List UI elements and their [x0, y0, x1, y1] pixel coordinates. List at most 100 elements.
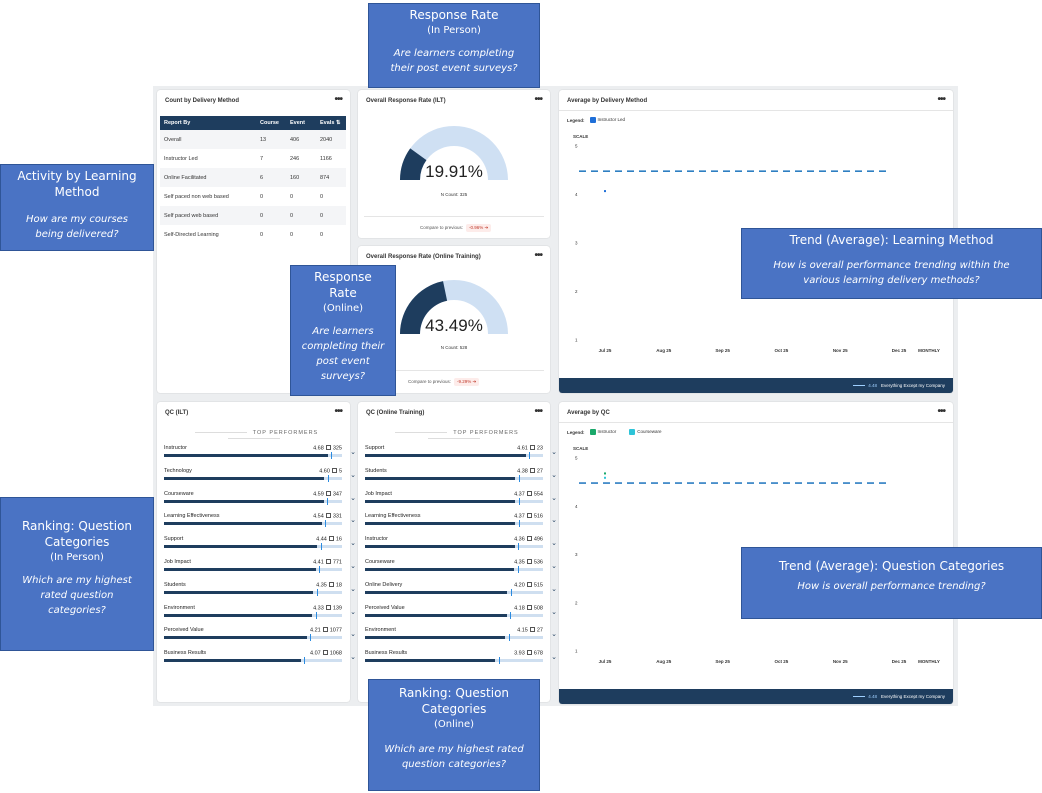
chevron-down-icon[interactable]: ⌄ [350, 540, 356, 548]
qc-label: Courseware [164, 490, 194, 497]
data-point [604, 472, 606, 475]
qc-label: Learning Effectiveness [365, 513, 421, 520]
col-report-by[interactable]: Report By [160, 116, 256, 130]
table-row[interactable]: Self paced web based 0 0 0 [160, 206, 346, 225]
qc-row[interactable]: Learning Effectiveness 4.37 516 ⌄ [365, 513, 557, 536]
chevron-down-icon[interactable]: ⌄ [551, 585, 557, 593]
comment-icon [322, 650, 328, 656]
legend-item[interactable]: Courseware [629, 429, 662, 435]
qc-row[interactable]: Courseware 4.35 536 ⌄ [365, 559, 557, 582]
chevron-down-icon[interactable]: ⌄ [350, 585, 356, 593]
chevron-down-icon[interactable]: ⌄ [551, 517, 557, 525]
legend-item[interactable]: Instructor Led [589, 117, 625, 123]
chevron-down-icon[interactable]: ⌄ [551, 540, 557, 548]
chevron-down-icon[interactable]: ⌄ [551, 631, 557, 639]
qc-row[interactable]: Job Impact 4.41 771 ⌄ [164, 559, 356, 582]
comment-icon [331, 467, 337, 473]
x-tick-label: Nov 25 [833, 348, 848, 353]
qc-marker [517, 566, 519, 573]
legend-swatch [629, 429, 636, 435]
table-row[interactable]: Instructor Led 7 246 1166 [164, 155, 332, 162]
callout-response-online: Response Rate (Online) Are learners comp… [290, 265, 396, 396]
qc-bar [164, 566, 342, 573]
chevron-down-icon[interactable]: ⌄ [350, 563, 356, 570]
comment-icon [325, 604, 331, 610]
more-options-button[interactable]: ••• [937, 406, 945, 417]
chevron-down-icon[interactable]: ⌄ [350, 654, 356, 662]
comment-icon [529, 467, 535, 473]
chevron-down-icon[interactable]: ⌄ [551, 654, 557, 662]
qc-score: 4.33 139 [313, 604, 342, 612]
more-options-button[interactable]: ••• [334, 406, 342, 417]
qc-score: 4.60 5 [319, 467, 342, 475]
col-course[interactable]: Course [256, 116, 286, 130]
qc-row[interactable]: Instructor 4.36 496 ⌄ [365, 536, 557, 559]
qc-label: Job Impact [164, 559, 191, 565]
qc-bar [164, 474, 342, 482]
qc-marker [518, 474, 520, 482]
qc-bar [164, 634, 342, 642]
qc-row[interactable]: Students 4.35 18 ⌄ [164, 581, 356, 605]
callout-trend-method: Trend (Average): Learning Method How is … [741, 228, 1042, 299]
chevron-down-icon[interactable]: ⌄ [551, 494, 557, 502]
qc-row[interactable]: Environment 4.33 139 ⌄ [164, 604, 356, 628]
comment-icon [526, 513, 532, 519]
chevron-down-icon[interactable]: ⌄ [350, 449, 356, 456]
chevron-down-icon[interactable]: ⌄ [350, 608, 356, 616]
qc-row[interactable]: Learning Effectiveness 4.54 331 ⌄ [164, 513, 356, 536]
qc-bar [365, 474, 543, 482]
comment-icon [322, 627, 328, 633]
qc-row[interactable]: Courseware 4.59 347 ⌄ [164, 490, 356, 514]
table-row[interactable]: Overall 13 406 2040 [160, 130, 346, 149]
comment-icon [325, 445, 331, 450]
chevron-down-icon[interactable]: ⌄ [350, 494, 356, 502]
y-tick-label: 1 [575, 338, 578, 343]
qc-row[interactable]: Online Delivery 4.20 515 ⌄ [365, 581, 557, 605]
legend-item[interactable]: Instructor [589, 429, 616, 435]
qc-row[interactable]: Perceived Value 4.18 508 ⌄ [365, 604, 557, 628]
table-row[interactable]: Self paced non web based 0 0 0 [164, 193, 324, 200]
qc-row[interactable]: Environment 4.15 27 ⌄ [365, 627, 557, 650]
more-options-button[interactable]: ••• [534, 406, 542, 417]
qc-row[interactable]: Job Impact 4.37 554 ⌄ [365, 490, 557, 514]
chevron-down-icon[interactable]: ⌄ [350, 517, 356, 525]
table-row[interactable]: Online Facilitated 6 160 874 [160, 168, 346, 187]
qc-score: 4.41 771 [313, 559, 342, 566]
qc-score: 4.36 496 [514, 536, 543, 543]
comment-icon [526, 604, 532, 610]
chevron-down-icon[interactable]: ⌄ [551, 608, 557, 616]
more-options-button[interactable]: ••• [937, 94, 945, 105]
qc-marker [327, 474, 329, 482]
col-evals[interactable]: Evals ⇅ [316, 116, 346, 130]
qc-score: 4.44 16 [316, 536, 342, 543]
chevron-down-icon[interactable]: ⌄ [551, 471, 557, 479]
trend-chart: SCALE 5 4 3 2 1 Jul 25 Aug 25 Sep 25 Oct 25 Nov 25… [573, 446, 940, 664]
col-event[interactable]: Event [286, 116, 316, 130]
qc-score: 4.68 325 [313, 445, 342, 452]
qc-row[interactable]: Business Results 3.93 678 ⌄ [365, 650, 557, 673]
chevron-down-icon[interactable]: ⌄ [350, 471, 356, 479]
top-performers-label: TOP PERFORMERS [358, 430, 550, 442]
qc-row[interactable]: Support 4.61 23 ⌄ [365, 445, 557, 468]
more-options-button[interactable]: ••• [534, 94, 542, 105]
qc-marker [310, 634, 312, 642]
qc-row[interactable]: Support 4.44 16 ⌄ [164, 536, 356, 559]
chevron-down-icon[interactable]: ⌄ [551, 449, 557, 456]
qc-row[interactable]: Instructor 4.68 325 ⌄ [164, 445, 356, 468]
more-options-button[interactable]: ••• [334, 94, 342, 105]
qc-row[interactable]: Business Results 4.07 1068 ⌄ [164, 650, 356, 673]
qc-score: 4.15 27 [517, 627, 543, 634]
benchmark-value: 4.48 [868, 383, 877, 388]
chevron-down-icon[interactable]: ⌄ [350, 631, 356, 639]
qc-bar [365, 611, 543, 619]
chevron-down-icon[interactable]: ⌄ [551, 563, 557, 570]
qc-row[interactable]: Perceived Value 4.21 1077 ⌄ [164, 627, 356, 650]
benchmark-value: 4.48 [868, 694, 877, 699]
qc-label: Technology [164, 467, 192, 474]
qc-label: Environment [365, 627, 396, 634]
qc-row[interactable]: Technology 4.60 5 ⌄ [164, 467, 356, 491]
table-row[interactable]: Self-Directed Learning 0 0 0 [164, 231, 324, 238]
qc-row[interactable]: Students 4.38 27 ⌄ [365, 467, 557, 491]
more-options-button[interactable]: ••• [534, 250, 542, 261]
qc-bar [164, 657, 342, 665]
